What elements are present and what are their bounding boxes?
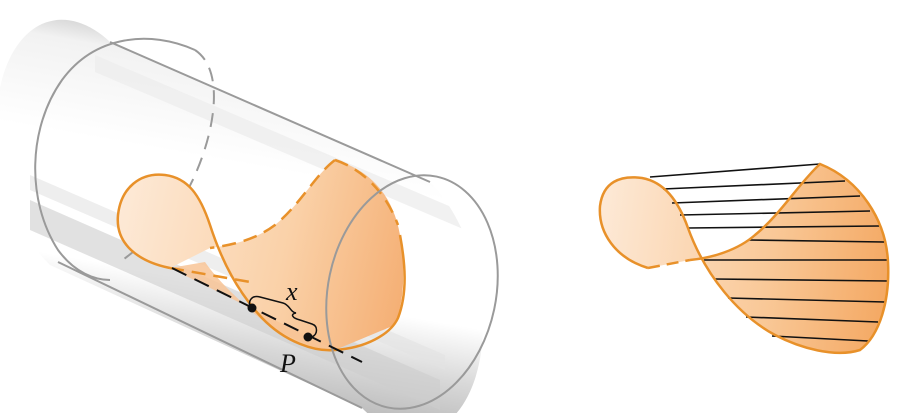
point-p bbox=[303, 332, 313, 342]
point-origin bbox=[247, 303, 257, 313]
sheet-right-edge-hidden bbox=[647, 258, 691, 270]
cylinder-far-end-visible bbox=[34, 37, 196, 281]
curved-sheet-right bbox=[599, 164, 889, 353]
cylinder-bottom-edge bbox=[57, 261, 363, 409]
sheet-edge-hidden-upper bbox=[209, 159, 336, 250]
cylinder-figure: x P bbox=[0, 19, 499, 413]
label-p: P bbox=[279, 349, 296, 378]
sheet-figure bbox=[598, 162, 890, 355]
axis-line bbox=[171, 267, 363, 363]
cylinder-near-end bbox=[325, 174, 499, 410]
sheet-edge-hidden-lower bbox=[169, 266, 251, 284]
curved-sheet-left bbox=[117, 160, 404, 351]
sheet-edge-front bbox=[116, 173, 406, 352]
sheet-edge-top-right bbox=[334, 158, 400, 226]
distance-bracket bbox=[248, 295, 318, 338]
sheet-rulings bbox=[649, 163, 889, 342]
cylinder-top-edge bbox=[109, 41, 431, 183]
curved-sheet-lower-band bbox=[170, 262, 335, 350]
sheet-right-edge-front bbox=[598, 162, 890, 355]
label-x: x bbox=[285, 277, 298, 306]
